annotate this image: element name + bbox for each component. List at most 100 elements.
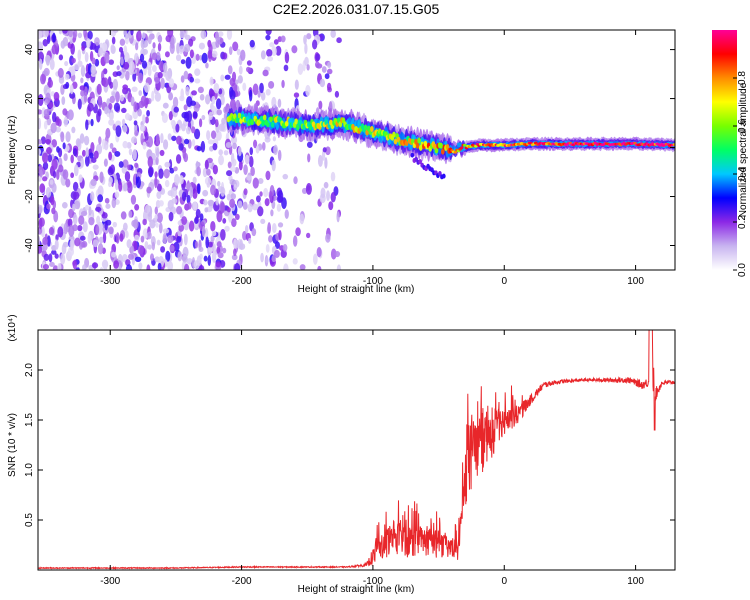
spectrogram-noise-speck [194,78,201,84]
spectrogram-noise-speck [264,198,270,207]
colorbar-label: Normalized spectral amplitude [738,82,749,217]
spectrogram-noise-speck [201,225,206,238]
spectrogram-noise-speck [115,125,122,137]
spectrogram-noise-speck [336,37,342,44]
spectrogram-noise-speck [126,141,132,149]
spectrogram-noise-speck [156,183,162,192]
spectrogram-ridge-cell [463,143,467,147]
spectrogram-noise-speck [204,94,211,105]
spectrogram-noise-speck [42,38,49,47]
spectrogram-noise-speck [81,240,88,248]
spectrogram-noise-speck [175,54,182,62]
spectrogram-noise-speck [336,264,342,270]
spectrogram-noise-speck [147,211,153,223]
spectrogram-noise-speck [167,133,172,141]
spectrogram-noise-speck [137,245,144,255]
spectrogram-noise-speck [105,203,111,209]
spectrogram-noise-speck [130,30,134,36]
spectrogram-noise-speck [200,30,207,40]
spectrogram-noise-speck [207,255,212,267]
spectrogram-noise-speck [72,30,78,39]
spectrogram-noise-speck [157,42,162,52]
spectrogram-noise-speck [147,66,152,77]
spectrogram-noise-speck [189,49,194,59]
spectrogram-noise-speck [216,210,223,223]
spectrogram-noise-speck [275,45,282,56]
spectrogram-noise-speck [38,235,41,247]
spectrogram-noise-speck [226,170,233,177]
spectrogram-noise-speck [108,59,115,65]
spectrogram-noise-speck [114,150,121,157]
spectrogram-noise-speck [210,130,217,139]
spectrogram-noise-speck [82,221,88,233]
spectrogram-noise-speck [51,249,57,255]
spectrogram-noise-speck [71,126,76,134]
spectrogram-noise-speck [247,237,252,244]
spectrogram-noise-speck [85,147,89,158]
spectrogram-noise-speck [197,86,204,94]
spectrogram-noise-speck [172,96,179,108]
spectrogram-noise-speck [83,135,90,146]
spectrogram-noise-speck [95,206,102,212]
spectrogram-noise-speck [104,52,110,64]
spectrogram-noise-speck [324,157,328,169]
spectrogram-noise-speck [187,201,192,210]
spectrogram-noise-speck [77,225,83,232]
spectrogram-noise-speck [204,159,209,170]
spectrogram-noise-speck [63,116,69,127]
snr-background [38,330,675,570]
spectrogram-noise-speck [211,105,217,116]
spectrogram-noise-speck [132,109,139,120]
spectrogram-noise-speck [52,32,56,43]
spectrogram-noise-speck [134,234,140,242]
spectrogram-noise-speck [243,164,248,176]
spectrogram-noise-speck [124,54,130,63]
spectrogram-noise-speck [263,187,269,198]
spectrogram-noise-speck [318,100,323,110]
spectrogram-noise-speck [178,45,186,53]
spectrogram-noise-speck [156,51,161,61]
spectrogram-noise-speck [121,107,127,113]
spectrogram-noise-speck [224,225,230,232]
spectrogram-noise-speck [123,45,128,56]
spectrogram-noise-speck [80,77,84,84]
spectrogram-noise-speck [189,186,194,199]
spectrogram-noise-speck [324,73,330,80]
colorbar-ticks: 0.0 0.2 0.4 0.6 0.8 [733,71,748,277]
spectrogram-noise-speck [97,194,104,203]
spectrogram-noise-speck [112,221,118,228]
spectrogram-noise-speck [107,167,114,176]
spectrogram-noise-speck [65,178,71,188]
spectrogram-noise-speck [227,161,232,169]
spectrogram-noise-speck [181,111,188,119]
spectrogram-noise-speck [55,169,60,181]
spectrogram-noise-speck [306,64,310,71]
snr-y-ticks: 0.5 1.0 1.5 2.0 [24,363,675,527]
spectrogram-noise-speck [115,120,122,128]
spectrogram-noise-speck [163,168,170,179]
spectrogram-noise-speck [70,43,75,55]
spectrogram-noise-speck [222,52,228,60]
spectrogram-noise-speck [147,231,152,240]
colorbar-tick-label: 0.8 [737,71,748,85]
spectrogram-noise-speck [144,131,149,141]
spectrogram-noise-speck [109,95,116,104]
spectrogram-noise-speck [218,149,224,156]
spectrogram-noise-speck [242,82,247,92]
spectrogram-noise-speck [79,133,85,144]
spectrogram-noise-speck [171,135,177,142]
spectrogram-noise-speck [235,79,239,85]
spectrogram-noise-speck [211,230,217,237]
colorbar-tick-label: 0.4 [737,167,748,181]
spectrogram-noise-speck [320,187,326,199]
spectrogram-noise-speck [194,217,199,224]
spectrogram-noise-speck [220,94,225,106]
spectrogram-noise-speck [103,261,108,270]
spectrogram-noise-speck [102,42,108,52]
spectrogram-noise-speck [245,66,251,73]
spectrogram-noise-speck [79,235,86,241]
spectrogram-noise-speck [226,193,232,201]
spectrogram-noise-speck [155,133,160,146]
spectrogram-noise-speck [42,30,49,38]
spectrogram-noise-speck [176,205,183,215]
